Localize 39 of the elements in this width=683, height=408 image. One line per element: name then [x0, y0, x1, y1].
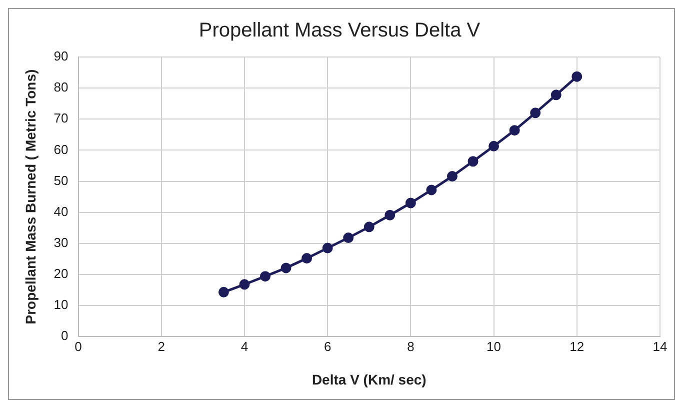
point [218, 286, 229, 298]
point [530, 108, 541, 118]
y-axis-title: Propellant Mass Burned ( Metric Tons) [22, 69, 38, 324]
chart-title: Propellant Mass Versus Delta V [198, 20, 481, 42]
point [405, 198, 416, 208]
x-tick-label: 10 [486, 338, 502, 354]
x-tick-label: 6 [324, 338, 332, 354]
y-tick-label: 80 [54, 80, 68, 95]
y-tick-label: 30 [54, 234, 68, 250]
y-tick-label: 90 [54, 48, 68, 64]
point [384, 210, 396, 220]
point [550, 90, 562, 100]
point [364, 222, 374, 232]
point [239, 279, 250, 290]
point [446, 171, 458, 182]
y-tick-label: 0 [61, 328, 68, 344]
y-tick-label: 70 [54, 110, 68, 126]
point [322, 242, 333, 254]
point [572, 71, 582, 82]
point [509, 125, 520, 136]
x-tick-label: 8 [407, 338, 414, 354]
x-tick-label: 2 [158, 338, 165, 354]
point [280, 262, 292, 274]
x-tick-label: 4 [240, 338, 248, 354]
y-tick-label: 50 [54, 172, 68, 188]
x-axis-title: Delta V (Km/ sec) [312, 371, 426, 388]
y-tick-label: 10 [54, 297, 68, 312]
x-tick-label: 0 [74, 338, 82, 354]
y-tick-label: 20 [54, 266, 68, 282]
y-tick-label: 60 [54, 142, 68, 157]
point [488, 140, 500, 152]
point [260, 271, 270, 282]
point [343, 232, 354, 244]
point [426, 184, 437, 196]
point [468, 156, 478, 167]
point [302, 253, 312, 264]
x-tick-label: 12 [570, 338, 584, 354]
x-tick-label: 14 [652, 338, 668, 354]
y-tick-label: 40 [54, 204, 68, 219]
